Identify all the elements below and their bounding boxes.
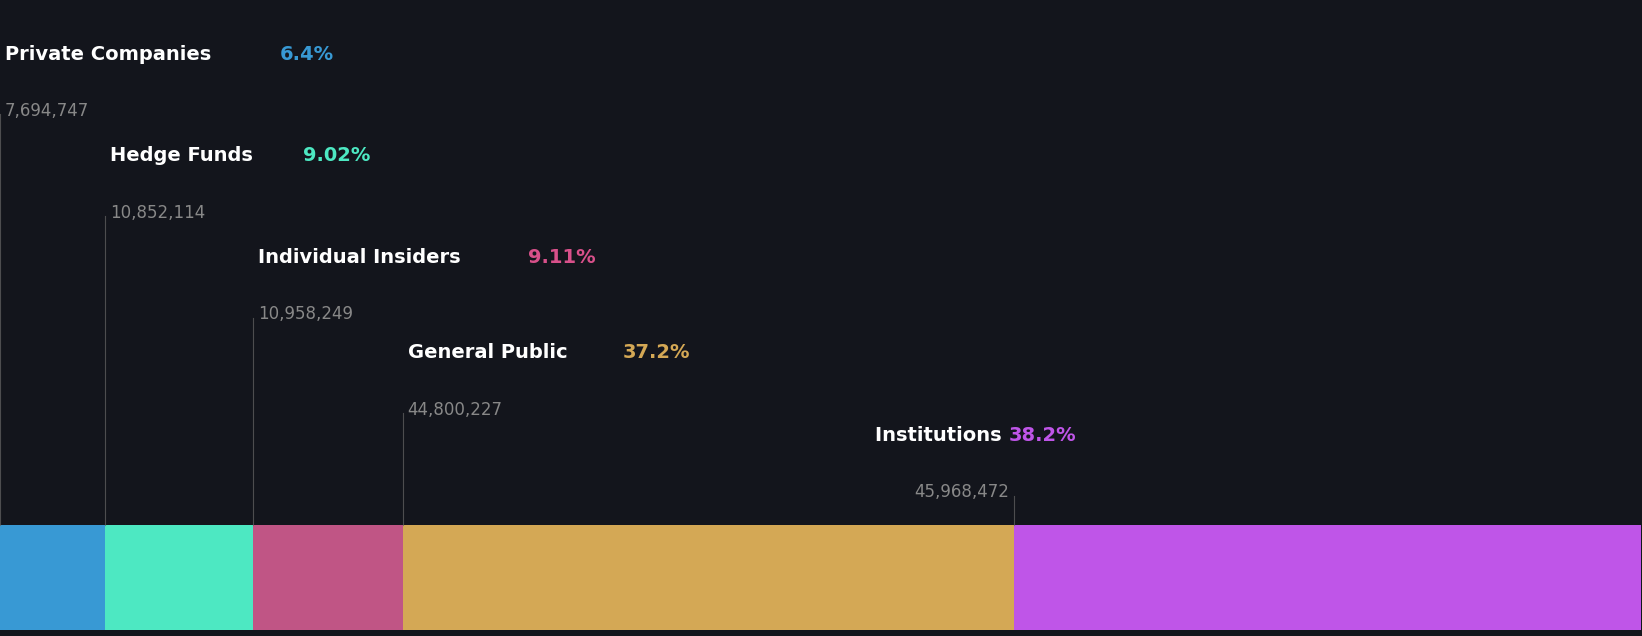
Text: 9.11%: 9.11% <box>529 248 596 267</box>
Bar <box>253 525 402 630</box>
Text: Hedge Funds: Hedge Funds <box>110 146 259 165</box>
Bar <box>1013 525 1640 630</box>
Text: 9.02%: 9.02% <box>304 146 371 165</box>
Text: 6.4%: 6.4% <box>279 45 333 64</box>
Text: 37.2%: 37.2% <box>622 343 690 363</box>
Text: Individual Insiders: Individual Insiders <box>258 248 468 267</box>
Bar <box>105 525 253 630</box>
Text: 45,968,472: 45,968,472 <box>915 483 1008 501</box>
Text: Private Companies: Private Companies <box>5 45 218 64</box>
Text: 10,852,114: 10,852,114 <box>110 204 205 221</box>
Text: 44,800,227: 44,800,227 <box>407 401 502 418</box>
Text: 7,694,747: 7,694,747 <box>5 102 89 120</box>
Text: Institutions: Institutions <box>875 426 1008 445</box>
Bar <box>402 525 1013 630</box>
Text: 10,958,249: 10,958,249 <box>258 305 353 323</box>
Bar <box>0 525 105 630</box>
Text: General Public: General Public <box>407 343 575 363</box>
Text: 38.2%: 38.2% <box>1008 426 1076 445</box>
